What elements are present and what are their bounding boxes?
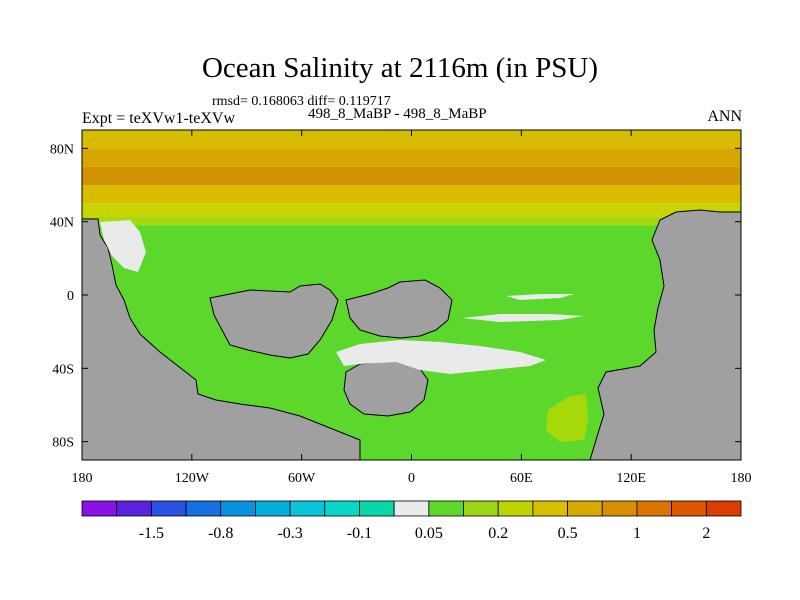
colorbar-labels: -1.5 -0.8 -0.3 -0.1 0.05 0.2 0.5 1 2 [139, 525, 711, 542]
colorbar-swatch [463, 500, 499, 517]
experiment-label: Expt = teXVw1-teXVw [82, 110, 235, 127]
colorbar-swatch [671, 500, 707, 517]
colorbar-swatch [359, 500, 395, 517]
land-masses [81, 209, 742, 461]
colorbar-swatch [532, 500, 568, 517]
colorbar-swatch [220, 500, 256, 517]
page-title: Ocean Salinity at 2116m (in PSU) [201, 52, 599, 84]
lat-label: 40S [52, 362, 74, 377]
colorbar-swatch [393, 500, 430, 517]
colorbar [81, 500, 742, 517]
colorbar-swatch [567, 500, 603, 517]
colorbar-swatch [636, 500, 673, 517]
lat-label: 80N [50, 142, 74, 157]
colorbar-swatch [255, 500, 291, 517]
yellow-green-patches [546, 394, 588, 442]
longitude-axis: 180 120W 60W 0 60E 120E 180 [72, 130, 752, 486]
salinity-band-1 [82, 148, 741, 167]
zero-change-areas [100, 220, 584, 374]
colorbar-label: -0.3 [277, 525, 302, 542]
colorbar-swatch [81, 500, 118, 517]
land-pacific-islands [209, 283, 339, 359]
colorbar-swatch [150, 500, 187, 517]
salinity-band-2 [82, 166, 741, 185]
latitude-axis: 80N 40N 0 40S 80S [50, 142, 741, 451]
colorbar-swatch [497, 500, 534, 517]
lon-label: 180 [72, 471, 93, 486]
land-north-america [81, 218, 361, 461]
colorbar-swatch [289, 500, 326, 517]
colorbar-label: 0.05 [415, 525, 443, 542]
zero-change-east-strip [462, 314, 584, 322]
colorbar-swatch [116, 500, 152, 517]
zero-change-east-small [506, 294, 574, 300]
land-eastern-continent [589, 209, 742, 461]
colorbar-label: -0.8 [208, 525, 233, 542]
lon-label: 60W [288, 471, 316, 486]
lat-label: 80S [52, 436, 74, 451]
colorbar-label: -1.5 [139, 525, 164, 542]
colorbar-swatch [428, 500, 464, 517]
zero-change-nw [100, 220, 146, 272]
lat-label: 40N [50, 216, 74, 231]
colorbar-swatch [601, 500, 638, 517]
lat-label: 0 [67, 289, 74, 304]
land-central-island [345, 279, 453, 339]
colorbar-label: 1 [633, 525, 641, 542]
zero-change-mid [336, 340, 546, 374]
colorbar-label: 2 [702, 525, 710, 542]
salinity-band-4 [82, 203, 741, 217]
colorbar-swatch [705, 500, 742, 517]
salinity-band-5 [82, 216, 741, 226]
lon-label: 0 [408, 471, 415, 486]
colorbar-swatch [324, 500, 360, 517]
salinity-band-0 [82, 130, 741, 149]
colorbar-swatch [185, 500, 222, 517]
rmsd-diff-stats: rmsd= 0.168063 diff= 0.119717 [212, 94, 391, 109]
patch-south-east [546, 394, 588, 442]
lon-label: 60E [510, 471, 533, 486]
lon-label: 120E [616, 471, 646, 486]
lon-label: 120W [175, 471, 210, 486]
season-label: ANN [707, 108, 742, 125]
colorbar-label: -0.1 [347, 525, 372, 542]
colorbar-label: 0.2 [488, 525, 508, 542]
salinity-band-3 [82, 185, 741, 204]
colorbar-label: 0.5 [558, 525, 578, 542]
comparison-label: 498_8_MaBP - 498_8_MaBP [308, 106, 487, 122]
lon-label: 180 [731, 471, 752, 486]
